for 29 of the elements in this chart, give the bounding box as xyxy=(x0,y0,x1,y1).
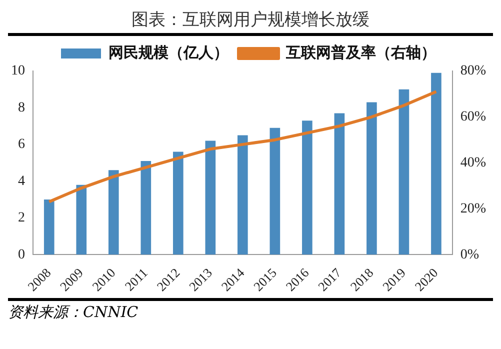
bar xyxy=(366,102,377,255)
y-tick-label: 4 xyxy=(18,174,25,189)
text: 资料来源：CNNIC xyxy=(8,303,138,321)
bar xyxy=(108,170,119,255)
y2-tick-label: 80% xyxy=(460,64,486,79)
y-tick-label: 10 xyxy=(11,64,25,79)
y-tick-label: 2 xyxy=(18,210,25,226)
bar xyxy=(270,128,280,255)
bar xyxy=(76,184,87,255)
y2-tick-label: 20% xyxy=(460,201,486,216)
bar xyxy=(172,152,184,255)
y-tick-label: 0 xyxy=(18,247,25,262)
chart-title: 图表：互联网用户规模增长放缓 xyxy=(8,8,493,36)
bar xyxy=(302,120,312,255)
y-tick-label: 6 xyxy=(18,137,25,152)
y-tick-label: 8 xyxy=(18,100,25,116)
bar xyxy=(398,89,410,255)
y2-tick-label: 60% xyxy=(460,110,486,125)
y2-tick-label: 40% xyxy=(460,155,486,170)
bar xyxy=(334,113,345,255)
legend-label: 互联网普及率（右轴） xyxy=(285,43,436,62)
bar xyxy=(140,160,152,255)
bar xyxy=(205,140,216,255)
bar xyxy=(431,72,442,255)
legend-label: 网民规模（亿人） xyxy=(108,43,228,62)
bar xyxy=(238,135,248,255)
bar xyxy=(44,200,54,255)
y2-tick-label: 0% xyxy=(460,247,480,262)
x-tick-label: 2011 xyxy=(122,265,150,294)
